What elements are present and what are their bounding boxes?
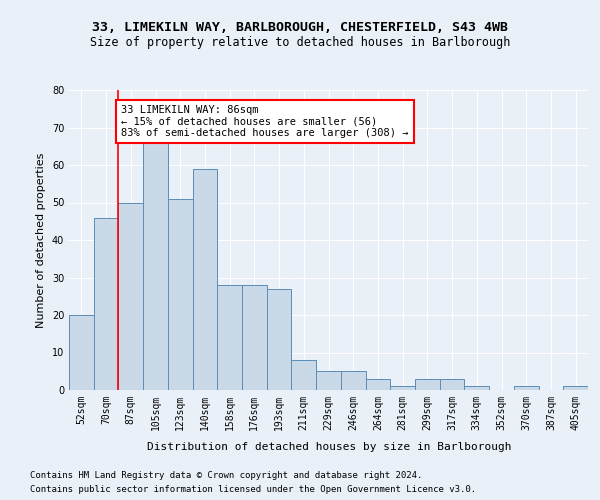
Bar	[514, 386, 539, 390]
Bar	[143, 142, 168, 390]
Text: Distribution of detached houses by size in Barlborough: Distribution of detached houses by size …	[146, 442, 511, 452]
Bar	[94, 218, 118, 390]
Text: Contains public sector information licensed under the Open Government Licence v3: Contains public sector information licen…	[30, 484, 476, 494]
Bar	[440, 379, 464, 390]
Bar	[563, 386, 588, 390]
Y-axis label: Number of detached properties: Number of detached properties	[36, 152, 46, 328]
Text: Contains HM Land Registry data © Crown copyright and database right 2024.: Contains HM Land Registry data © Crown c…	[30, 472, 422, 480]
Bar	[316, 371, 341, 390]
Bar	[168, 198, 193, 390]
Bar	[242, 285, 267, 390]
Bar	[217, 285, 242, 390]
Bar	[390, 386, 415, 390]
Bar	[365, 379, 390, 390]
Bar	[267, 289, 292, 390]
Bar	[193, 169, 217, 390]
Bar	[118, 202, 143, 390]
Bar	[69, 315, 94, 390]
Text: 33, LIMEKILN WAY, BARLBOROUGH, CHESTERFIELD, S43 4WB: 33, LIMEKILN WAY, BARLBOROUGH, CHESTERFI…	[92, 21, 508, 34]
Text: 33 LIMEKILN WAY: 86sqm
← 15% of detached houses are smaller (56)
83% of semi-det: 33 LIMEKILN WAY: 86sqm ← 15% of detached…	[121, 105, 409, 138]
Bar	[464, 386, 489, 390]
Bar	[415, 379, 440, 390]
Bar	[292, 360, 316, 390]
Bar	[341, 371, 365, 390]
Text: Size of property relative to detached houses in Barlborough: Size of property relative to detached ho…	[90, 36, 510, 49]
